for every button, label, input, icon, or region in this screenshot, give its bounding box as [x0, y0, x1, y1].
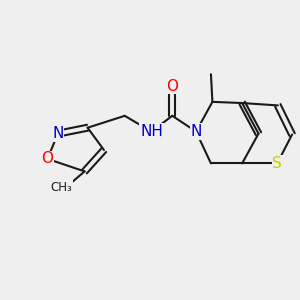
Text: N: N — [52, 126, 64, 141]
Text: NH: NH — [140, 124, 163, 139]
Text: N: N — [190, 124, 202, 139]
Text: S: S — [272, 156, 282, 171]
Text: O: O — [41, 152, 53, 166]
Text: O: O — [166, 79, 178, 94]
Text: CH₃: CH₃ — [51, 181, 73, 194]
